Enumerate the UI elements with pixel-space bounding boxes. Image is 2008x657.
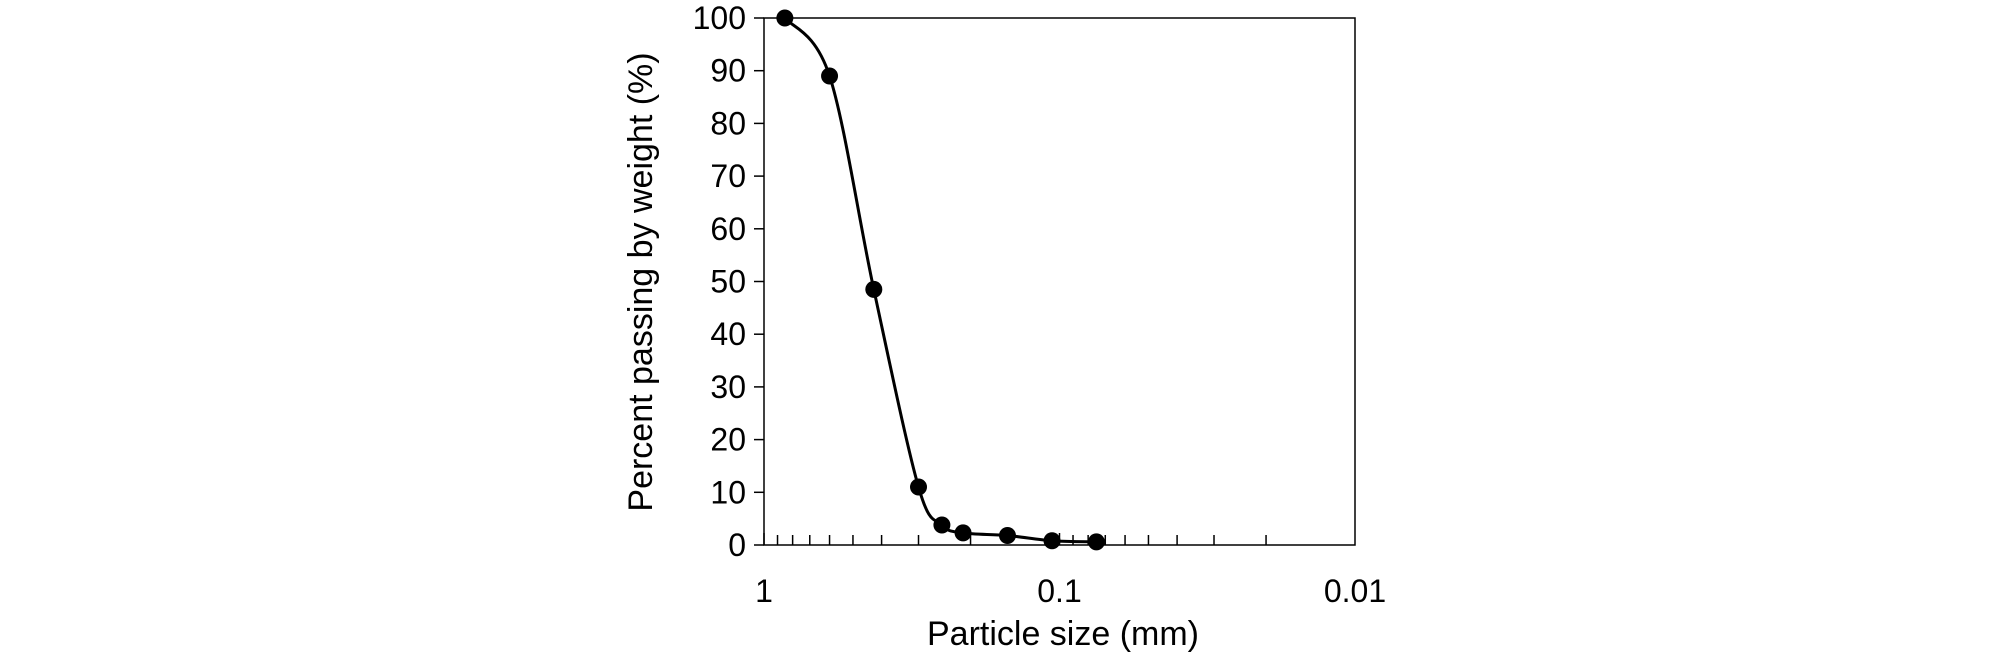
y-tick-label: 50	[710, 264, 746, 300]
x-tick-label: 0.01	[1324, 573, 1386, 609]
data-point	[954, 524, 972, 542]
x-axis-title: Particle size (mm)	[927, 615, 1199, 653]
x-tick-labels: 1 0.1 0.01	[755, 573, 1386, 609]
y-tick-labels: 0 10 20 30 40 50 60 70 80 90 100	[693, 0, 746, 563]
y-tick-label: 90	[710, 53, 746, 89]
y-tick-label: 0	[728, 527, 746, 563]
data-point	[998, 527, 1016, 545]
data-point	[933, 516, 951, 534]
data-point	[776, 9, 794, 27]
data-points	[776, 9, 1105, 551]
y-tick-label: 10	[710, 474, 746, 510]
y-tick-label: 80	[710, 105, 746, 141]
y-tick-label: 70	[710, 158, 746, 194]
data-point	[821, 67, 839, 85]
y-tick-label: 40	[710, 316, 746, 352]
y-axis-title: Percent passing by weight (%)	[622, 52, 660, 511]
x-tick-label: 0.1	[1037, 573, 1081, 609]
y-tick-label: 60	[710, 211, 746, 247]
data-point	[865, 280, 883, 298]
plot-frame	[763, 17, 1356, 546]
x-tick-label: 1	[755, 573, 773, 609]
data-point	[1043, 532, 1061, 550]
y-ticks	[754, 17, 764, 546]
data-point	[910, 478, 928, 496]
gradation-curve	[783, 16, 1097, 544]
y-tick-label: 100	[693, 0, 746, 36]
data-point	[1087, 533, 1105, 551]
y-tick-label: 20	[710, 422, 746, 458]
y-tick-label: 30	[710, 369, 746, 405]
